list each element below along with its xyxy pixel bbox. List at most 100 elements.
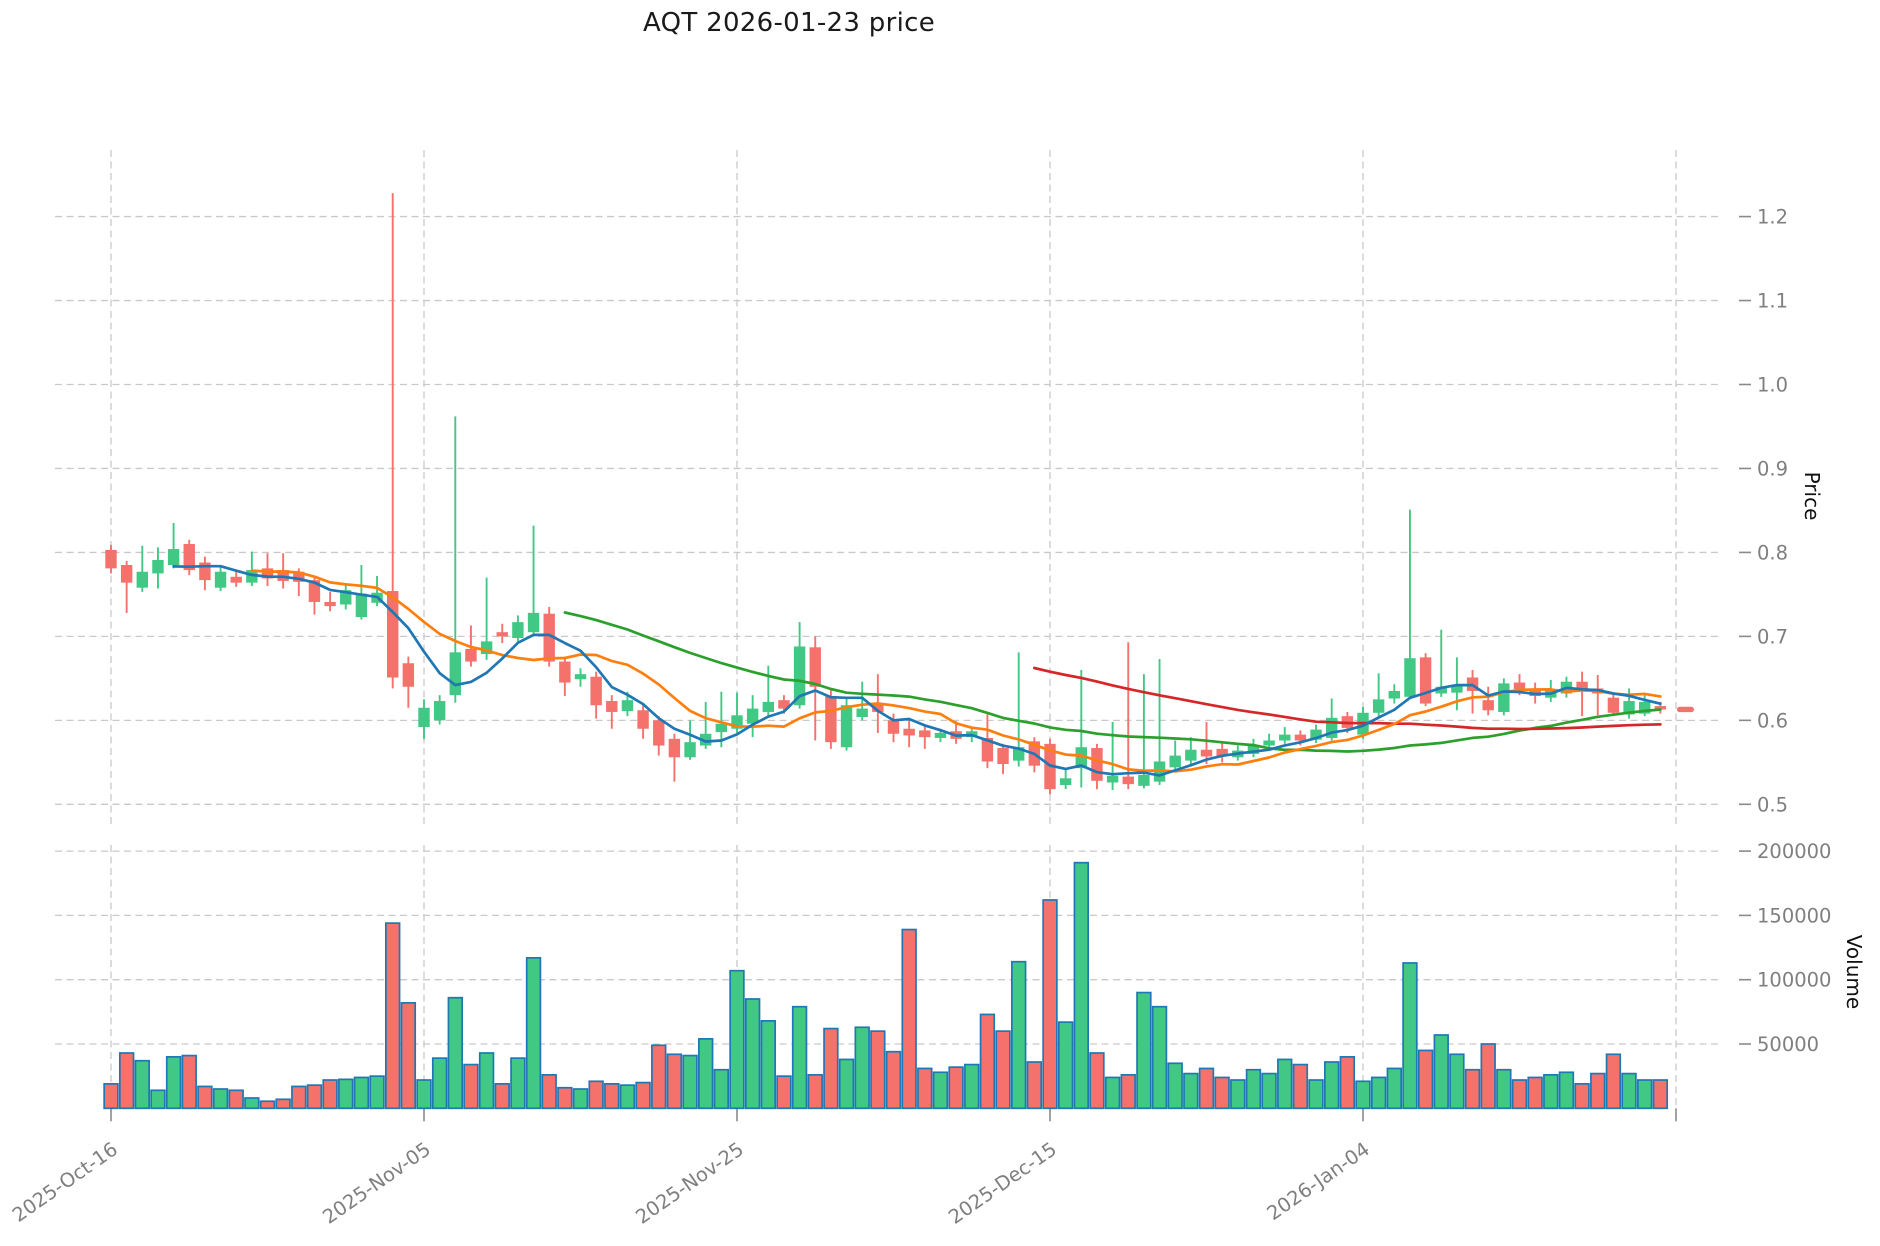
volume-bar	[385, 922, 401, 1110]
volume-bar	[1417, 1049, 1434, 1110]
moving-average-lines	[172, 564, 1662, 777]
candle-body	[1326, 717, 1338, 738]
candle-body	[1498, 683, 1510, 712]
candle-body	[668, 738, 681, 758]
candle-body	[903, 728, 915, 736]
volume-bar	[1355, 1080, 1371, 1110]
volume-bar	[1245, 1068, 1262, 1110]
svg-text:0.8: 0.8	[1757, 541, 1788, 564]
volume-bar	[995, 1030, 1011, 1110]
volume-bar	[1120, 1074, 1136, 1110]
volume-bar	[885, 1050, 902, 1110]
volume-bar	[275, 1098, 291, 1110]
last-price-marker	[1677, 706, 1694, 713]
svg-text:150000: 150000	[1757, 904, 1831, 927]
volume-bar	[619, 1084, 636, 1110]
svg-text:2025-Nov-25: 2025-Nov-25	[631, 1138, 747, 1229]
price-axis-label: Price	[1800, 471, 1824, 521]
volume-bar	[1042, 899, 1058, 1110]
candle-body	[715, 723, 728, 733]
candle-body	[183, 544, 195, 571]
candle-body	[1294, 734, 1307, 741]
volume-bar	[1136, 991, 1152, 1110]
volume-bar	[838, 1058, 855, 1110]
candle-body	[387, 591, 399, 678]
candle-body	[574, 674, 587, 680]
volume-bar	[244, 1097, 260, 1110]
volume-bar	[1464, 1068, 1481, 1110]
volume-bar	[901, 928, 917, 1110]
ma-line-sma10	[250, 569, 1662, 773]
candle-body	[1279, 734, 1291, 741]
volume-bar	[682, 1054, 698, 1110]
volume-bar	[1214, 1076, 1230, 1110]
volume-bar	[1386, 1067, 1402, 1110]
volume-bar	[541, 1074, 557, 1110]
candle-body	[1122, 776, 1134, 785]
candle-body	[1263, 740, 1275, 746]
candle-body	[449, 652, 461, 696]
volume-bar	[1026, 1061, 1043, 1110]
volume-bar	[604, 1083, 620, 1110]
volume-bar	[1652, 1079, 1669, 1110]
volume-bar	[932, 1071, 949, 1110]
volume-tick-labels: 50000 100000 150000 200000	[1739, 840, 1831, 1056]
volume-bar	[1230, 1079, 1246, 1110]
volume-bar	[181, 1054, 197, 1110]
candle-body	[746, 708, 759, 724]
volume-bar	[1323, 1061, 1340, 1110]
candle-body	[809, 647, 821, 687]
candle-body	[261, 568, 274, 579]
volume-bar	[494, 1083, 510, 1110]
svg-text:1.0: 1.0	[1757, 374, 1788, 397]
candle-body	[887, 720, 900, 734]
candle-body	[418, 707, 430, 728]
ma-line-sma60	[1032, 666, 1662, 731]
volume-bar	[353, 1076, 370, 1110]
volume-bar	[1073, 861, 1089, 1110]
volume-bar	[1543, 1074, 1559, 1110]
volume-bar	[854, 1026, 870, 1110]
candle-body	[1247, 745, 1260, 754]
candle-body	[543, 613, 555, 662]
volume-bar	[1480, 1043, 1496, 1110]
candle-body	[1216, 748, 1228, 756]
volume-bar	[823, 1027, 839, 1110]
volume-bar	[118, 1052, 135, 1110]
candle-body	[1607, 697, 1620, 713]
svg-text:0.5: 0.5	[1757, 793, 1788, 816]
candle-body	[1106, 775, 1119, 783]
volume-bar	[1511, 1079, 1528, 1110]
candle-body	[1576, 681, 1588, 691]
volume-axis-label: Volume	[1842, 934, 1866, 1010]
candle-body	[1482, 700, 1494, 711]
candle-body	[1404, 658, 1416, 697]
volume-bar	[1057, 1021, 1074, 1110]
candle-body	[167, 549, 180, 566]
candle-body	[637, 710, 649, 729]
volume-bar	[431, 1057, 448, 1110]
volume-bar	[870, 1030, 886, 1110]
volume-bar	[416, 1079, 432, 1110]
volume-bar	[666, 1053, 683, 1110]
candle-body	[512, 622, 524, 639]
candle-body	[559, 661, 571, 683]
candle-body	[1185, 749, 1197, 761]
candle-body	[496, 632, 508, 637]
candle-body	[1623, 701, 1635, 715]
volume-bar	[1292, 1063, 1309, 1110]
candle-body	[1372, 699, 1385, 713]
candle-body	[731, 715, 743, 729]
candle-body	[152, 559, 164, 574]
volume-bar	[1574, 1083, 1590, 1110]
ma-line-sma30	[563, 611, 1662, 753]
candle-body	[246, 570, 258, 583]
svg-text:2025-Nov-05: 2025-Nov-05	[318, 1138, 434, 1229]
candle-body	[355, 593, 368, 618]
candle-body	[840, 705, 853, 748]
volume-bar	[369, 1075, 385, 1110]
volume-bar	[948, 1066, 964, 1110]
candle-body	[1200, 749, 1213, 757]
volume-bar	[651, 1044, 667, 1110]
candle-body	[1169, 755, 1181, 768]
